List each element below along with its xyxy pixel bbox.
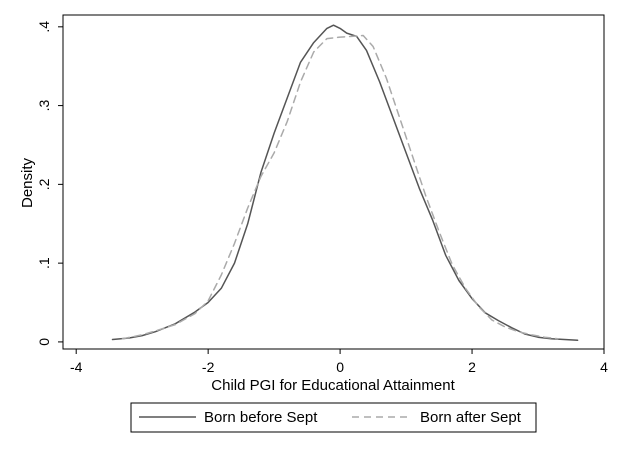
y-tick-label: .4 xyxy=(36,21,52,33)
x-axis: -4 -2 0 2 4 xyxy=(70,349,608,375)
plot-frame xyxy=(62,14,605,350)
x-axis-title: Child PGI for Educational Attainment xyxy=(211,377,455,394)
legend-label-born-before-sept: Born before Sept xyxy=(204,409,318,426)
y-tick-label: .1 xyxy=(36,257,52,269)
series-layer xyxy=(111,24,579,342)
y-axis: 0 .1 .2 .3 .4 xyxy=(36,21,63,346)
legend: Born before Sept Born after Sept xyxy=(130,402,537,433)
legend-label-born-after-sept: Born after Sept xyxy=(420,409,522,426)
y-tick-label: 0 xyxy=(36,338,52,346)
y-axis-title: Density xyxy=(19,157,36,208)
x-tick-label: -4 xyxy=(70,359,83,375)
x-tick-label: 4 xyxy=(600,359,608,375)
y-tick-label: .2 xyxy=(36,178,52,190)
series-line-born-after-sept xyxy=(121,34,559,340)
series-line-born-before-sept xyxy=(111,24,579,342)
legend-box xyxy=(130,402,537,433)
x-tick-label: -2 xyxy=(202,359,215,375)
x-tick-label: 2 xyxy=(468,359,476,375)
x-tick-label: 0 xyxy=(336,359,344,375)
y-tick-label: .3 xyxy=(36,100,52,112)
